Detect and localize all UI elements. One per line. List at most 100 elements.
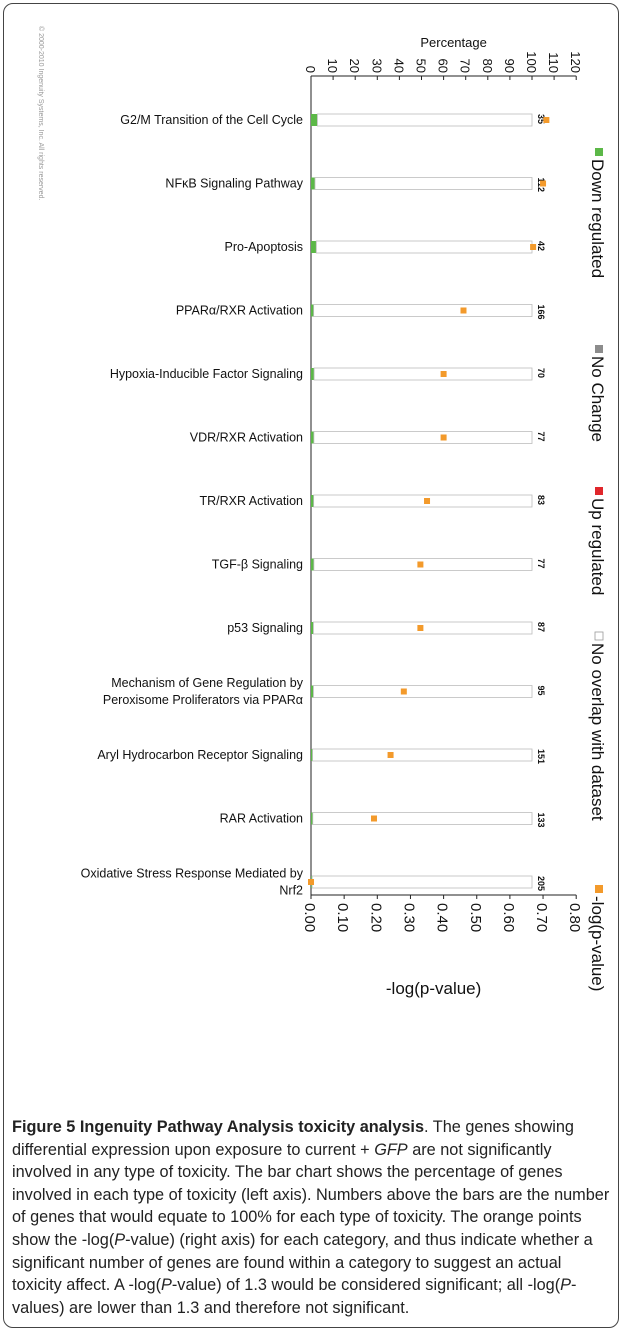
top-tick-label: 50 <box>414 59 429 73</box>
category-label: Oxidative Stress Response Mediated by <box>81 867 304 881</box>
total-label: 87 <box>536 622 546 632</box>
total-label: 35 <box>536 114 546 124</box>
top-tick-label: 30 <box>369 59 384 73</box>
bottom-tick-label: 0.60 <box>500 903 517 932</box>
pvalue-point <box>460 307 467 314</box>
pvalue-point <box>417 625 424 631</box>
bar-segment <box>311 685 314 698</box>
category-label: TR/RXR Activation <box>199 494 303 508</box>
top-tick-label: 60 <box>436 59 451 73</box>
figure-label: Figure 5 <box>12 1118 76 1136</box>
figure-caption: Figure 5 Ingenuity Pathway Analysis toxi… <box>12 1116 612 1319</box>
bar-segment <box>311 304 314 317</box>
category-label: Mechanism of Gene Regulation by <box>111 676 304 690</box>
caption-text-5: -value) of 1.3 would be considered signi… <box>171 1276 561 1295</box>
top-tick-label: 90 <box>502 59 517 73</box>
caption-p-1: P <box>114 1230 126 1249</box>
pvalue-point <box>400 688 407 695</box>
caption-text-1: . The genes showing differential express… <box>12 1118 574 1159</box>
category-label: Aryl Hydrocarbon Receptor Signaling <box>97 748 303 762</box>
pvalue-point <box>543 117 550 123</box>
category-label: Hypoxia-Inducible Factor Signaling <box>110 367 303 381</box>
category-label: G2/M Transition of the Cell Cycle <box>120 113 303 127</box>
pvalue-point <box>370 815 377 822</box>
figure-title: Ingenuity Pathway Analysis toxicity anal… <box>79 1118 425 1136</box>
total-label: 70 <box>536 368 546 378</box>
caption-text-6: -values) are lower than 1.3 and therefor… <box>12 1276 577 1317</box>
caption-text-4: -value) (right axis) for each category, … <box>12 1230 593 1295</box>
pvalue-point <box>440 434 447 441</box>
total-label: 166 <box>536 305 546 320</box>
pvalue-point <box>440 371 447 377</box>
bottom-tick-label: 0.50 <box>467 903 484 932</box>
pvalue-point <box>308 879 314 885</box>
bar-segment <box>314 177 533 190</box>
bottom-tick-label: 0.80 <box>566 903 583 932</box>
total-label: 77 <box>536 559 546 569</box>
bar-segment <box>311 622 314 634</box>
bar-segment <box>311 558 314 571</box>
top-tick-label: 120 <box>568 51 583 73</box>
bar-segment <box>313 494 533 508</box>
top-axis-label: Percentage <box>420 35 487 50</box>
bar-segment <box>313 367 533 381</box>
bar-segment <box>312 748 533 762</box>
top-tick-label: 0 <box>303 66 318 73</box>
category-label: RAR Activation <box>220 812 303 826</box>
pvalue-point <box>387 752 394 758</box>
total-label: 151 <box>536 749 546 764</box>
legend-label: No Change <box>588 356 607 442</box>
bar-segment <box>311 114 318 126</box>
legend-swatch <box>595 148 603 156</box>
pvalue-point <box>530 244 537 250</box>
top-tick-label: 110 <box>546 52 561 73</box>
legend-swatch <box>595 487 603 495</box>
category-label: Pro-Apoptosis <box>224 240 303 254</box>
legend-swatch <box>594 631 604 641</box>
total-label: 77 <box>536 432 546 442</box>
bar-segment <box>313 685 533 698</box>
pvalue-point <box>424 498 431 504</box>
total-label: 95 <box>536 686 546 696</box>
bottom-axis-label: -log(p-value) <box>386 979 481 998</box>
total-label: 42 <box>536 241 546 251</box>
category-label: NFκB Signaling Pathway <box>165 177 303 191</box>
legend-label: No overlap with dataset <box>588 643 607 821</box>
bottom-tick-label: 0.30 <box>400 903 417 932</box>
total-label: 83 <box>536 495 546 505</box>
category-label: p53 Signaling <box>227 621 303 635</box>
bar-segment <box>312 812 533 825</box>
bar-segment <box>311 812 313 825</box>
top-tick-label: 40 <box>391 59 406 73</box>
legend-label: Up regulated <box>588 498 607 595</box>
bar-segment <box>311 177 315 190</box>
total-label: 205 <box>536 876 546 891</box>
caption-p-3: P <box>560 1276 572 1295</box>
total-label: 133 <box>536 813 546 828</box>
pvalue-point <box>540 180 547 187</box>
caption-gfp: GFP <box>374 1140 408 1159</box>
pvalue-point <box>417 561 424 568</box>
category-label: TGF-β Signaling <box>212 558 303 572</box>
top-tick-label: 10 <box>325 59 340 73</box>
caption-text-3: are not significantly involved in any ty… <box>12 1140 610 1249</box>
bar-segment <box>311 875 533 889</box>
legend-label: Down regulated <box>588 159 607 278</box>
bottom-tick-label: 0.40 <box>434 903 451 932</box>
bar-segment <box>311 749 313 761</box>
top-tick-label: 20 <box>347 59 362 73</box>
legend-swatch <box>595 345 603 353</box>
legend-label: -log(p-value) <box>588 896 607 991</box>
bar-segment <box>311 241 317 253</box>
figure-frame <box>3 3 619 1328</box>
bar-segment <box>313 431 533 444</box>
bottom-tick-label: 0.70 <box>533 903 550 932</box>
bar-segment <box>315 240 533 254</box>
category-label: Nrf2 <box>279 884 303 898</box>
bar-segment <box>313 304 533 317</box>
bar-segment <box>317 113 533 127</box>
bar-segment <box>311 368 315 380</box>
bottom-tick-label: 0.00 <box>301 903 318 932</box>
bottom-tick-label: 0.20 <box>367 903 384 932</box>
category-label: PPARα/RXR Activation <box>176 304 303 318</box>
